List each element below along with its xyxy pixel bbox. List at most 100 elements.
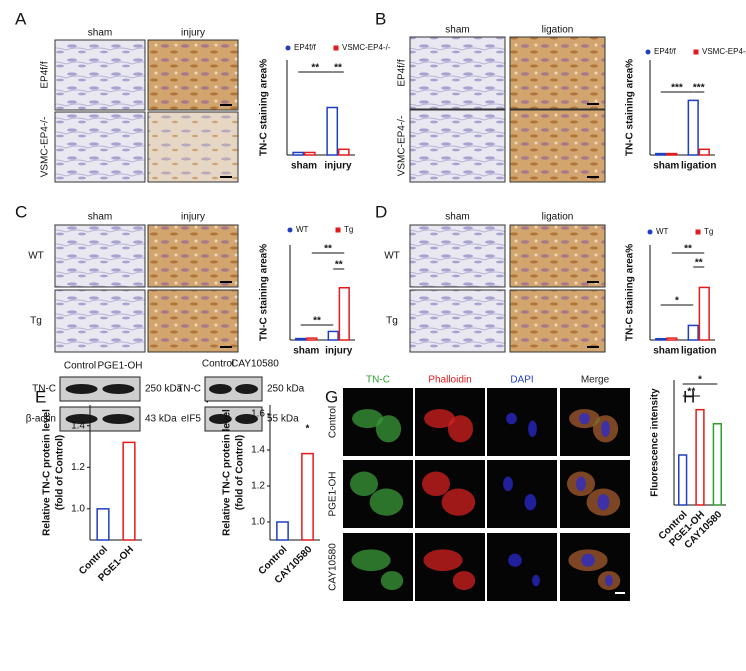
significance-label: *** (671, 83, 683, 94)
row-label: CAY10580 (328, 543, 339, 591)
band (208, 414, 232, 424)
lane-label: CAY10580 (231, 359, 279, 370)
micrograph (509, 224, 606, 288)
significance-label: * (675, 296, 679, 307)
micrograph (409, 289, 506, 353)
significance-label: ** (311, 63, 319, 74)
bar (306, 337, 318, 341)
micrograph (147, 289, 239, 353)
cell (351, 549, 391, 572)
legend-marker (647, 229, 653, 235)
panel-letter: A (15, 9, 27, 28)
bar (292, 151, 305, 156)
y-axis-label: TN-C staining area% (625, 244, 636, 341)
row-label: EP4f/f (397, 59, 408, 86)
cell (579, 412, 590, 425)
lane-label: PGE1-OH (97, 361, 142, 372)
y-tick-label: 1.2 (251, 481, 265, 492)
x-tick-label: sham (293, 346, 319, 357)
bar (687, 99, 699, 156)
cell (352, 409, 383, 429)
y-tick-label: 1.6 (251, 409, 265, 420)
bar (122, 441, 136, 541)
cell (524, 494, 537, 511)
bar (295, 337, 307, 341)
cell (424, 409, 455, 429)
cell (375, 415, 402, 443)
micrograph (509, 289, 606, 353)
bar (338, 287, 350, 341)
x-tick-label: sham (291, 161, 317, 172)
significance-label: * (306, 424, 310, 435)
micrograph (54, 289, 146, 353)
column-label: injury (181, 28, 205, 39)
column-label: ligation (542, 25, 574, 36)
cell (452, 571, 476, 591)
fluorescence-image (487, 460, 557, 528)
row-label: VSMC-EP4-/- (40, 117, 51, 178)
cell (508, 553, 522, 567)
legend-label: Tg (704, 227, 713, 236)
bar (698, 148, 710, 156)
column-label: sham (88, 28, 112, 39)
legend-marker (333, 45, 339, 51)
bar (327, 330, 339, 341)
significance-label: ** (334, 63, 342, 74)
y-axis-label: TN-C staining area% (625, 59, 636, 156)
size-label: 250 kDa (145, 384, 183, 395)
micrograph (54, 111, 146, 183)
y-tick-label: 1.4 (251, 445, 265, 456)
cell (441, 488, 476, 516)
panel-letter: B (375, 9, 386, 28)
band (235, 414, 259, 424)
row-label: Tg (386, 316, 398, 327)
micrograph (509, 36, 606, 110)
bar (276, 521, 289, 541)
x-tick-label: sham (653, 346, 679, 357)
protein-label: TN-C (32, 384, 56, 395)
y-tick-label: 1.4 (71, 420, 85, 431)
column-label: sham (445, 25, 469, 36)
protein-label: β-actin (26, 414, 56, 425)
legend-label: EP4f/f (294, 43, 317, 52)
bar (712, 423, 722, 506)
bar (655, 152, 667, 156)
scale-bar (220, 104, 232, 106)
y-axis-label: (fold of Control) (235, 435, 246, 511)
y-tick-label: 1.2 (71, 462, 85, 473)
cell (423, 549, 463, 572)
size-label: 43 kDa (145, 414, 177, 425)
scale-bar (220, 176, 232, 178)
panel-letter: G (325, 387, 338, 406)
scale-bar (615, 592, 625, 594)
cell (503, 476, 513, 492)
x-tick-label: ligation (681, 346, 717, 357)
micrograph (409, 109, 506, 183)
legend-marker (287, 227, 293, 233)
y-tick-label: 1.0 (71, 503, 85, 514)
column-label: DAPI (510, 375, 533, 386)
micrograph (147, 111, 239, 183)
y-axis-label: Relative TN-C protein level (222, 409, 233, 536)
cell (447, 415, 474, 443)
panel-letter: H (683, 387, 695, 406)
x-tick-label: injury (324, 161, 352, 172)
scale-bar (587, 176, 599, 178)
band (102, 414, 135, 424)
panel-letter: C (15, 202, 27, 221)
significance-label: *** (693, 83, 705, 94)
bar (678, 454, 688, 506)
size-label: 55 kDa (267, 414, 299, 425)
band (235, 384, 259, 394)
fluorescence-image (487, 388, 557, 456)
bar (695, 408, 705, 506)
legend-label: WT (296, 225, 309, 234)
legend-marker (335, 227, 341, 233)
cell (597, 494, 610, 511)
row-label: PGE1-OH (328, 471, 339, 516)
micrograph (147, 39, 239, 111)
legend-label: WT (656, 227, 669, 236)
bar (96, 508, 110, 541)
cell (605, 574, 613, 587)
